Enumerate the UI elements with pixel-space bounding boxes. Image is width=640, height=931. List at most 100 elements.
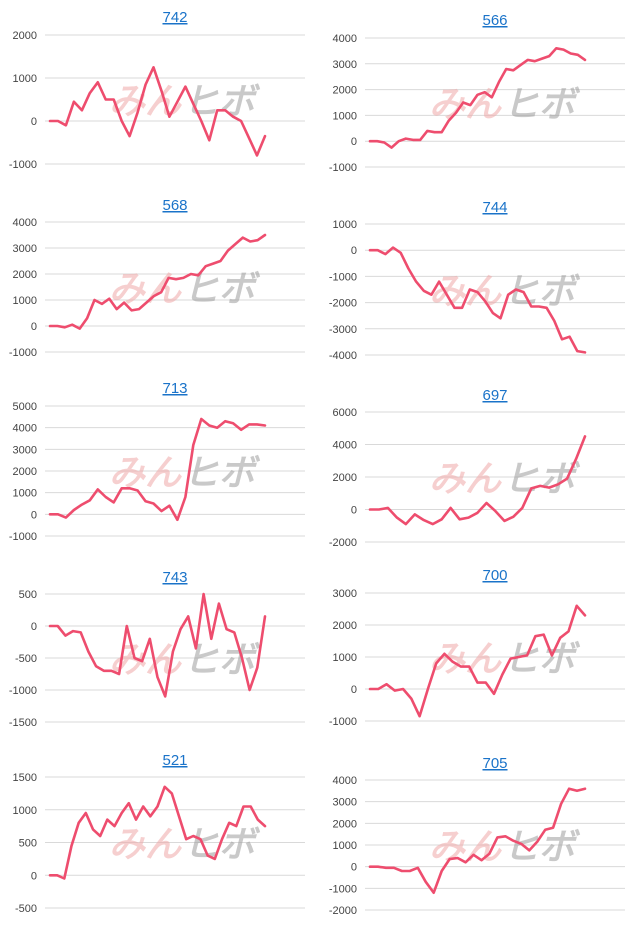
y-tick-label: 1000 — [333, 840, 357, 852]
chart-title[interactable]: 713 — [162, 380, 187, 397]
series-line — [48, 785, 267, 880]
chart-title[interactable]: 744 — [482, 199, 507, 216]
watermark-part1: みん — [109, 824, 182, 865]
watermark: みん ヒボ — [429, 458, 581, 499]
chart-title[interactable]: 568 — [162, 197, 187, 214]
y-tick-label: 0 — [351, 684, 357, 696]
watermark-part1: みん — [429, 271, 502, 312]
watermark: みん ヒボ — [109, 824, 261, 865]
chart-panel-7: 743 500 0 -500 -1000 -1500 みん ヒボ — [0, 555, 320, 740]
chart-title[interactable]: 566 — [482, 12, 507, 29]
chart-title[interactable]: 705 — [482, 755, 507, 772]
y-tick-label: -1000 — [329, 162, 357, 174]
series-line — [368, 604, 587, 718]
chart-svg: 568 4000 3000 2000 1000 0 -1000 みん ヒボ — [9, 197, 305, 359]
chart-svg: 521 1500 1000 500 0 -500 みん ヒボ — [13, 752, 305, 915]
series-line — [48, 417, 267, 522]
y-tick-label: -500 — [15, 903, 37, 915]
y-tick-label: 4000 — [333, 775, 357, 787]
chart-panel-4: 744 1000 0 -1000 -2000 -3000 -4000 みん ヒボ — [320, 185, 640, 370]
chart-svg: 713 5000 4000 3000 2000 1000 0 -1000 みん ヒボ — [9, 380, 305, 543]
y-tick-label: -1000 — [329, 883, 357, 895]
chart-panel-10: 705 4000 3000 2000 1000 0 -1000 -2000 みん ヒボ — [320, 740, 640, 931]
y-tick-label: -2000 — [329, 537, 357, 549]
y-tick-label: -1000 — [329, 716, 357, 728]
watermark: みん ヒボ — [109, 268, 261, 309]
y-tick-label: 3000 — [333, 588, 357, 600]
y-tick-label: 3000 — [333, 797, 357, 809]
chart-svg: 566 4000 3000 2000 1000 0 -1000 みん ヒボ — [329, 12, 625, 174]
y-tick-label: 0 — [31, 621, 37, 633]
y-tick-label: -1000 — [329, 271, 357, 283]
y-tick-label: 0 — [351, 862, 357, 874]
y-tick-label: 2000 — [333, 620, 357, 632]
series-line — [48, 233, 267, 330]
chart-panel-3: 568 4000 3000 2000 1000 0 -1000 みん ヒボ — [0, 185, 320, 370]
y-tick-label: 1500 — [13, 772, 37, 784]
y-tick-label: -500 — [15, 653, 37, 665]
y-tick-label: -3000 — [329, 324, 357, 336]
series-line — [368, 246, 587, 354]
y-tick-label: 1000 — [333, 110, 357, 122]
y-tick-label: 0 — [31, 870, 37, 882]
chart-svg: 700 3000 2000 1000 0 -1000 みん ヒボ — [329, 567, 625, 728]
y-tick-label: 4000 — [333, 33, 357, 45]
y-tick-label: -1000 — [9, 685, 37, 697]
watermark-part2: ヒボ — [503, 84, 581, 125]
y-tick-label: -2000 — [329, 298, 357, 310]
watermark-part2: ヒボ — [183, 452, 261, 493]
chart-title[interactable]: 521 — [162, 752, 187, 769]
y-tick-label: 2000 — [13, 269, 37, 281]
watermark-part1: みん — [429, 458, 502, 499]
y-tick-label: 1000 — [333, 652, 357, 664]
y-tick-label: 1000 — [13, 805, 37, 817]
watermark: みん ヒボ — [109, 452, 261, 493]
y-tick-label: 1000 — [13, 73, 37, 85]
series-line — [368, 46, 587, 149]
y-tick-label: -1000 — [9, 347, 37, 359]
chart-title[interactable]: 700 — [482, 567, 507, 584]
y-tick-label: 2000 — [13, 30, 37, 42]
y-tick-label: 0 — [351, 136, 357, 148]
watermark-part1: みん — [109, 452, 182, 493]
watermark-part2: ヒボ — [503, 826, 581, 867]
y-tick-label: 3000 — [13, 444, 37, 456]
y-tick-label: 4000 — [13, 217, 37, 229]
y-tick-label: 4000 — [13, 423, 37, 435]
chart-panel-6: 697 6000 4000 2000 0 -2000 みん ヒボ — [320, 370, 640, 555]
y-tick-label: 0 — [31, 116, 37, 128]
chart-panel-9: 521 1500 1000 500 0 -500 みん ヒボ — [0, 740, 320, 931]
y-tick-label: 500 — [19, 838, 37, 850]
series-line — [48, 66, 267, 157]
y-tick-label: 500 — [19, 589, 37, 601]
y-tick-label: -1000 — [9, 159, 37, 171]
chart-title[interactable]: 697 — [482, 387, 507, 404]
watermark: みん ヒボ — [429, 84, 581, 125]
watermark-part2: ヒボ — [503, 458, 581, 499]
y-tick-label: 5000 — [13, 401, 37, 413]
chart-title[interactable]: 742 — [162, 9, 187, 26]
y-tick-label: 6000 — [333, 407, 357, 419]
watermark-part1: みん — [429, 826, 502, 867]
chart-svg: 705 4000 3000 2000 1000 0 -1000 -2000 みん ヒボ — [329, 755, 625, 917]
chart-title[interactable]: 743 — [162, 569, 187, 586]
y-tick-label: 4000 — [333, 440, 357, 452]
y-tick-label: 3000 — [333, 59, 357, 71]
y-tick-label: -1500 — [9, 717, 37, 729]
y-tick-label: 0 — [351, 245, 357, 257]
y-tick-label: -2000 — [329, 905, 357, 917]
y-tick-label: 0 — [31, 321, 37, 333]
y-tick-label: -4000 — [329, 350, 357, 362]
y-tick-label: 0 — [351, 505, 357, 517]
y-tick-label: 2000 — [333, 818, 357, 830]
y-tick-label: 1000 — [333, 219, 357, 231]
watermark-part2: ヒボ — [183, 824, 261, 865]
chart-panel-2: 566 4000 3000 2000 1000 0 -1000 みん ヒボ — [320, 0, 640, 185]
y-tick-label: 1000 — [13, 488, 37, 500]
y-tick-label: 2000 — [333, 472, 357, 484]
y-tick-label: 3000 — [13, 243, 37, 255]
